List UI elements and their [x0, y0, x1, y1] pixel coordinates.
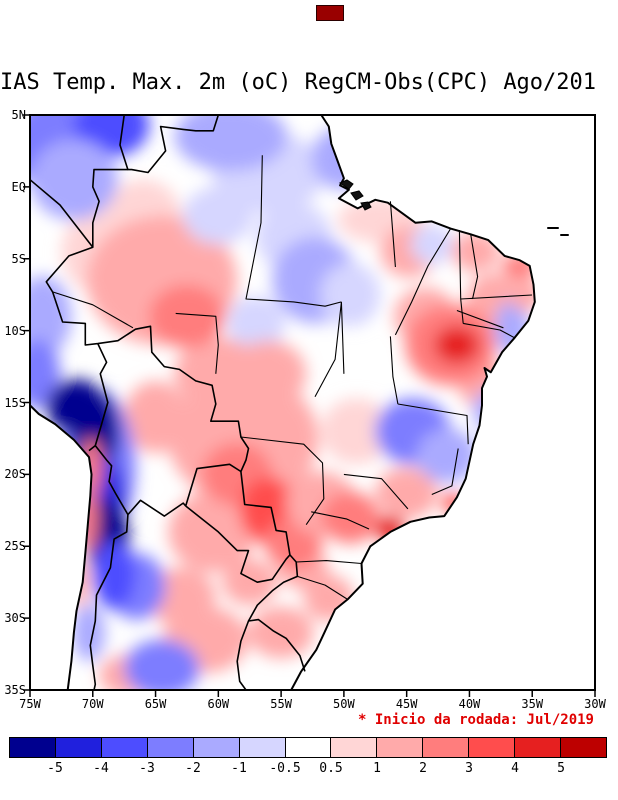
anomaly-blob [416, 428, 477, 484]
colorbar-tick-label: -4 [93, 761, 109, 776]
anomaly-blob [30, 339, 61, 409]
lat-tick-label: 15S [4, 395, 26, 410]
colorbar-segment [515, 737, 562, 758]
anomaly-blob [73, 115, 150, 157]
anomaly-blob [174, 115, 288, 172]
axis-ticks [23, 114, 596, 697]
colorbar-tick-label: -2 [185, 761, 201, 776]
lat-tick-label: 35S [4, 683, 26, 697]
colorbar-tick-label: -5 [47, 761, 63, 776]
anomaly-blob [222, 559, 278, 606]
map-frame [29, 114, 596, 691]
colorbar-tick-label: 0.5 [319, 761, 343, 776]
colorbar-segment [469, 737, 516, 758]
colorbar-segment [561, 737, 607, 758]
lon-tick-label: 70W [81, 697, 104, 711]
anomaly-blob [320, 263, 381, 327]
colorbar-tick-label: -0.5 [269, 761, 301, 776]
colorbar [9, 737, 607, 758]
lat-tick-label: 5N [11, 108, 26, 122]
lat-tick-label: 5S [11, 251, 26, 266]
colorbar-segment [9, 737, 56, 758]
anomaly-blob [92, 540, 136, 610]
colorbar-segment [423, 737, 470, 758]
state-borders [52, 155, 533, 600]
colorbar-segment [239, 737, 286, 758]
colorbar-segment [147, 737, 194, 758]
colorbar-segment [285, 737, 332, 758]
lon-tick-label: 45W [395, 697, 418, 711]
lon-tick-label: 40W [458, 697, 481, 711]
anomaly-blob [434, 326, 480, 364]
coastline-atlantic [290, 114, 536, 691]
anomaly-blob [30, 139, 118, 220]
anomaly-blob [375, 467, 439, 519]
lon-tick-label: 65W [144, 697, 167, 711]
anomaly-field [30, 115, 535, 690]
anomaly-blob [321, 398, 392, 465]
colorbar-tick-label: 2 [419, 761, 427, 776]
anomaly-blob [168, 491, 256, 573]
lon-tick-label: 50W [333, 697, 355, 711]
lon-tick-label: 75W [19, 697, 41, 711]
lon-tick-label: 60W [207, 697, 230, 711]
offshore-islands [547, 227, 569, 236]
anomaly-blob [248, 606, 314, 659]
lat-tick-label: 20S [4, 467, 26, 482]
anomaly-blob [72, 603, 106, 662]
anomaly-blob [321, 491, 380, 544]
colorbar-segment [101, 737, 148, 758]
top-crop-artifact [316, 5, 344, 21]
lon-tick-label: 30W [584, 697, 606, 711]
country-border-brazil [45, 114, 306, 672]
colorbar-tick-label: 5 [557, 761, 565, 776]
anomaly-blob [149, 284, 225, 348]
coastline-pacific [29, 404, 93, 691]
lon-tick-label: 35W [521, 697, 544, 711]
run-start-note: * Inicio da rodada: Jul/2019 [357, 712, 594, 728]
lat-tick-label: 25S [4, 539, 26, 554]
colorbar-segment [193, 737, 240, 758]
colorbar-tick-label: 1 [373, 761, 381, 776]
bias-map-svg [23, 114, 596, 697]
colorbar-tick-label: 3 [465, 761, 473, 776]
anomaly-blob [183, 186, 254, 245]
amazon-delta-islands [338, 179, 372, 211]
colorbar-segment [55, 737, 102, 758]
lat-tick-label: 30S [4, 611, 26, 626]
anomaly-blob [124, 639, 200, 690]
anomaly-blob [410, 224, 454, 265]
anomaly-blob [30, 276, 72, 357]
lon-tick-label: 55W [270, 697, 292, 711]
country-borders [29, 114, 291, 691]
anomaly-blob [227, 296, 285, 351]
colorbar-tick-label: 4 [511, 761, 519, 776]
colorbar-labels: -5 -4 -3 -2 -1 -0.5 0.5 1 2 3 4 5 [9, 761, 607, 779]
lat-tick-label: EQ [11, 179, 26, 194]
anomaly-blob [451, 231, 500, 272]
colorbar-segment [377, 737, 424, 758]
figure-title: IAS Temp. Max. 2m (oC) RegCM-Obs(CPC) Ag… [0, 70, 597, 95]
map-plot: 5N EQ 5S 10S 15S 20S 25S 30S 35S 75W 70W 65W 60W 55W… [4, 108, 606, 711]
colorbar-tick-label: -3 [139, 761, 155, 776]
lat-tick-label: 10S [4, 323, 26, 338]
anomaly-blob [124, 381, 187, 453]
colorbar-segment [331, 737, 378, 758]
colorbar-tick-label: -1 [231, 761, 247, 776]
